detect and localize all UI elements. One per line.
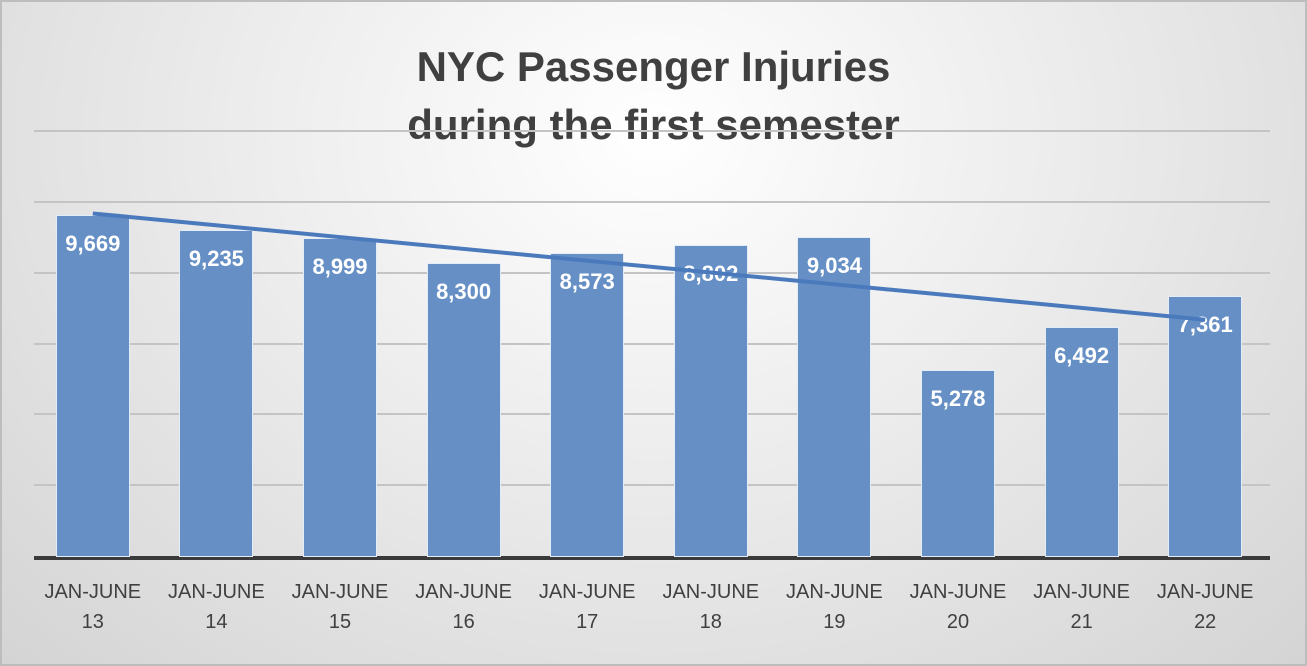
x-tick-label: JAN-JUNE 16 <box>415 581 512 633</box>
x-tick-label: JAN-JUNE 19 <box>786 581 883 633</box>
bar <box>673 245 748 557</box>
bar <box>303 238 377 557</box>
gridline <box>34 413 1270 416</box>
trendline <box>92 211 1206 322</box>
bar <box>797 237 872 557</box>
x-axis-line <box>34 556 1270 560</box>
bar <box>179 229 254 557</box>
gridline <box>34 271 1270 274</box>
x-tick-label: JAN-JUNE 22 <box>1156 581 1254 633</box>
x-tick-label: JAN-JUNE 14 <box>168 581 265 633</box>
gridline <box>34 342 1270 345</box>
bar <box>550 253 625 557</box>
plot-area: 9,6699,2358,9998,3008,5738,8029,0345,278… <box>34 130 1270 560</box>
bar <box>1168 296 1243 557</box>
data-label: 5,278 <box>930 386 986 412</box>
data-label: 8,300 <box>436 279 492 305</box>
chart-title: NYC Passenger Injuries during the first … <box>2 38 1305 154</box>
x-tick-label: JAN-JUNE 17 <box>538 581 636 633</box>
data-label: 9,669 <box>65 230 121 256</box>
data-label: 6,492 <box>1054 343 1110 369</box>
gridline <box>34 130 1270 132</box>
chart-title-line-1: NYC Passenger Injuries <box>416 43 891 90</box>
bar <box>1044 327 1119 557</box>
x-tick-label: JAN-JUNE 21 <box>1033 581 1130 633</box>
data-label: 9,034 <box>806 253 862 279</box>
x-tick-label: JAN-JUNE 13 <box>44 581 142 633</box>
data-label: 8,999 <box>312 254 368 280</box>
data-label: 9,235 <box>188 245 244 271</box>
bar <box>55 214 130 557</box>
bar <box>426 263 501 557</box>
x-tick-label: JAN-JUNE 15 <box>291 581 389 633</box>
gridline <box>34 200 1270 203</box>
gridline <box>34 484 1270 487</box>
x-tick-label: JAN-JUNE 18 <box>662 581 760 633</box>
bar <box>921 370 995 557</box>
x-tick-label: JAN-JUNE 20 <box>909 581 1007 633</box>
data-label: 8,573 <box>559 269 615 295</box>
chart-title-line-2: during the first semester <box>407 101 900 148</box>
